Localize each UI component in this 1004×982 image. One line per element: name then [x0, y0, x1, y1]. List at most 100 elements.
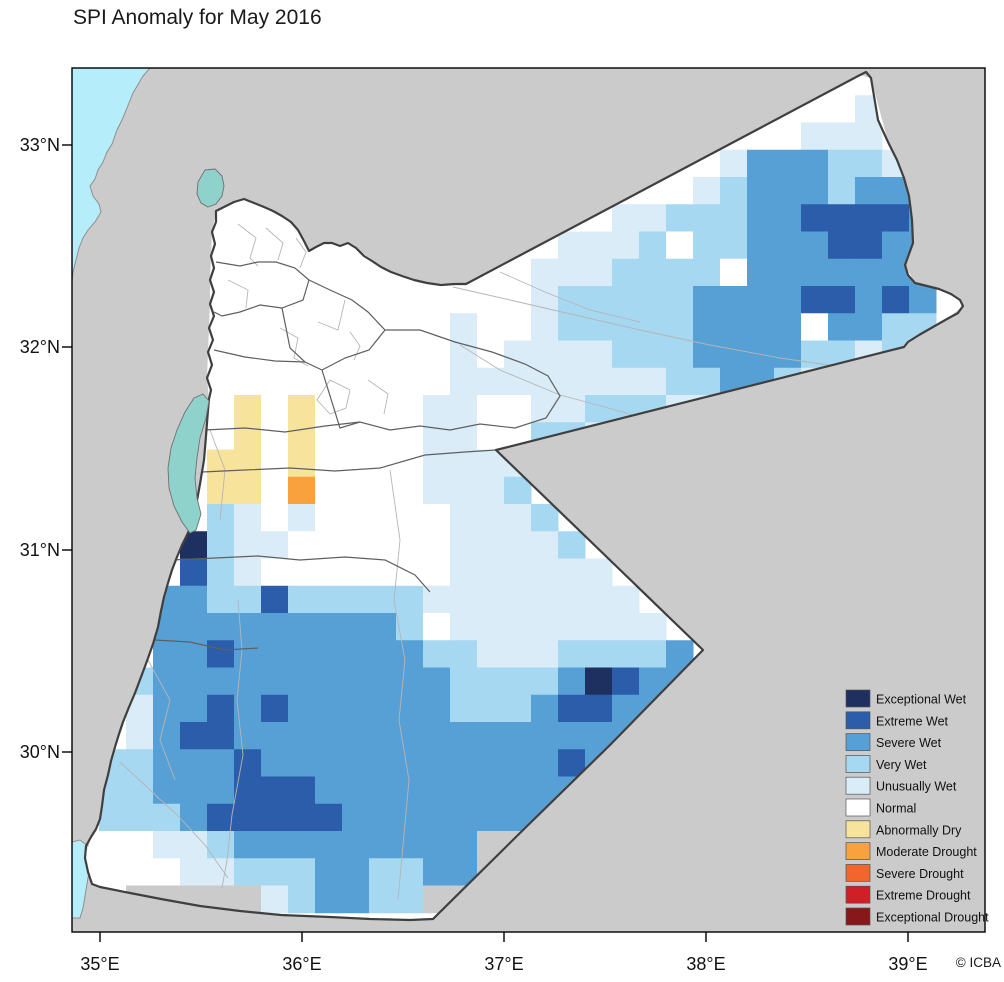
spi-cell — [342, 585, 370, 614]
spi-cell — [477, 749, 505, 777]
spi-cell — [531, 258, 559, 287]
spi-cell — [558, 531, 586, 559]
spi-cell — [234, 885, 262, 914]
spi-cell — [585, 258, 613, 287]
spi-cell — [504, 558, 532, 587]
spi-cell — [261, 340, 289, 369]
spi-cell — [477, 395, 505, 423]
spi-cell — [207, 422, 235, 450]
spi-cell — [531, 640, 559, 668]
spi-cell — [423, 694, 451, 723]
spi-cell — [585, 640, 613, 668]
spi-cell — [693, 231, 721, 260]
spi-cell — [666, 286, 694, 314]
spi-cell — [207, 558, 235, 587]
spi-cell — [531, 667, 559, 696]
spi-cell — [342, 422, 370, 450]
legend-swatch — [845, 885, 871, 904]
spi-cell — [180, 694, 208, 723]
spi-cell — [261, 504, 289, 532]
spi-cell — [450, 340, 478, 369]
spi-cell — [450, 585, 478, 614]
spi-cell — [99, 858, 127, 886]
spi-cell — [504, 313, 532, 341]
legend-item: Severe Wet — [845, 733, 942, 751]
spi-cell — [261, 422, 289, 450]
spi-cell — [450, 667, 478, 696]
spi-cell — [612, 258, 640, 287]
spi-cell — [315, 340, 343, 369]
spi-cell — [585, 585, 613, 614]
y-tick-label: 31°N — [20, 540, 60, 560]
spi-cell — [207, 531, 235, 559]
spi-cell — [450, 803, 478, 832]
spi-cell — [423, 776, 451, 805]
spi-cell — [693, 286, 721, 314]
spi-cell — [450, 749, 478, 777]
x-tick-label: 39°E — [888, 954, 927, 974]
spi-cell — [450, 831, 478, 859]
spi-cell — [369, 422, 397, 450]
spi-cell — [234, 204, 262, 232]
spi-cell — [477, 286, 505, 314]
spi-cell — [612, 667, 640, 696]
spi-cell — [288, 776, 316, 805]
spi-cell — [207, 613, 235, 641]
spi-cell — [423, 531, 451, 559]
spi-cell — [207, 803, 235, 832]
spi-cell — [369, 831, 397, 859]
spi-cell — [288, 749, 316, 777]
spi-cell — [396, 831, 424, 859]
spi-cell — [558, 694, 586, 723]
spi-cell — [369, 367, 397, 396]
spi-cell — [477, 504, 505, 532]
spi-cell — [261, 531, 289, 559]
spi-cell — [504, 504, 532, 532]
spi-cell — [342, 667, 370, 696]
spi-cell — [180, 667, 208, 696]
dead-sea-lake — [167, 393, 210, 534]
spi-cell — [477, 613, 505, 641]
spi-cell — [747, 286, 775, 314]
spi-cell — [180, 858, 208, 886]
spi-cell — [585, 231, 613, 260]
spi-cell — [234, 531, 262, 559]
spi-cell — [423, 667, 451, 696]
spi-cell — [369, 449, 397, 478]
spi-cell — [855, 286, 883, 314]
spi-cell — [423, 286, 451, 314]
spi-cell — [261, 749, 289, 777]
spi-cell — [315, 585, 343, 614]
spi-cell — [504, 585, 532, 614]
spi-cell — [666, 367, 694, 396]
spi-cell — [423, 640, 451, 668]
spi-cell — [288, 667, 316, 696]
spi-cell — [207, 667, 235, 696]
spi-cell — [261, 803, 289, 832]
spi-cell — [423, 313, 451, 341]
spi-cell — [612, 640, 640, 668]
spi-cell — [342, 313, 370, 341]
spi-cell — [450, 504, 478, 532]
legend-label: Severe Wet — [876, 736, 942, 750]
spi-cell — [828, 231, 856, 260]
spi-cell — [828, 258, 856, 287]
spi-cell — [207, 694, 235, 723]
spi-cell — [234, 422, 262, 450]
spi-cell — [558, 613, 586, 641]
spi-cell — [531, 313, 559, 341]
spi-cell — [558, 667, 586, 696]
spi-cell — [234, 640, 262, 668]
spi-cell — [423, 722, 451, 750]
spi-cell — [207, 449, 235, 478]
spi-cell — [369, 613, 397, 641]
spi-cell — [585, 340, 613, 369]
spi-cell — [207, 395, 235, 423]
spi-cell — [855, 177, 883, 205]
spi-cell — [288, 504, 316, 532]
spi-cell — [234, 585, 262, 614]
spi-cell — [288, 694, 316, 723]
spi-cell — [234, 449, 262, 478]
spi-cell — [288, 858, 316, 886]
spi-cell — [639, 258, 667, 287]
